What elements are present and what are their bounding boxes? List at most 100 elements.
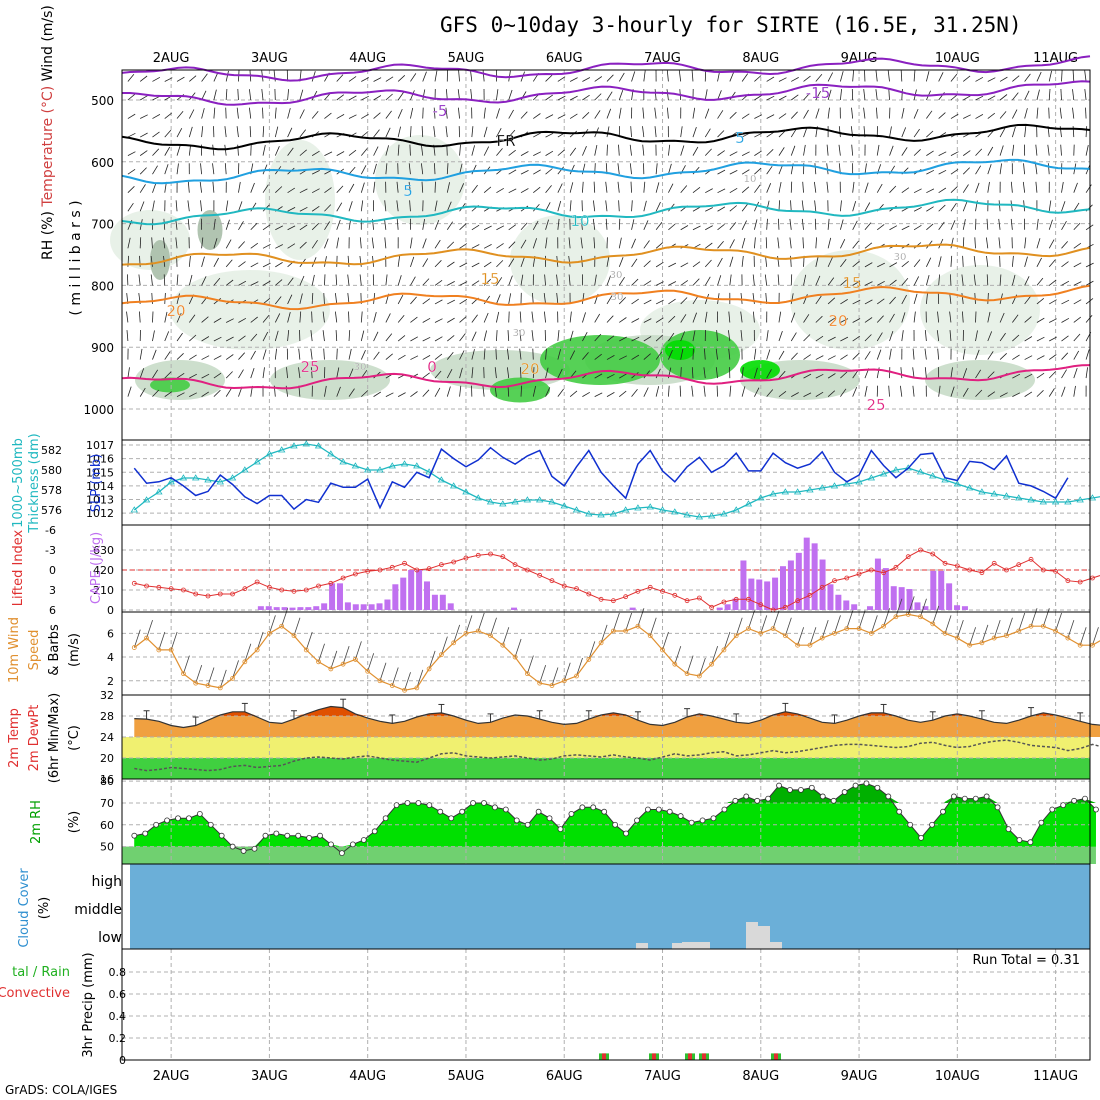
wind-barb [772, 610, 780, 629]
wind-barb [139, 167, 147, 175]
wind-barb [213, 238, 218, 249]
wind-barb [373, 391, 382, 397]
wind-barb [938, 385, 941, 397]
thickness-point [781, 488, 790, 495]
wind-barb [827, 390, 836, 397]
rh-point [404, 800, 411, 806]
wind-barb [606, 91, 613, 101]
wind-barb [545, 348, 547, 360]
rh-point [1038, 819, 1045, 826]
wind-barb [662, 631, 669, 651]
wind-barb [655, 334, 664, 342]
temp-tick: 24 [100, 731, 114, 744]
thickness-point [216, 478, 224, 485]
wind-point [537, 680, 543, 686]
wind-barb [446, 182, 450, 193]
wind-barb [876, 107, 878, 119]
wind-barb [287, 187, 296, 194]
wind-barb [950, 274, 952, 286]
wind-barb [127, 93, 136, 101]
wind-barb [483, 225, 492, 231]
rh-point [601, 808, 608, 815]
wind-point [1077, 642, 1083, 648]
wind-point [402, 687, 407, 693]
temperature-contour [121, 198, 1091, 226]
wind-barb [508, 149, 516, 156]
wind-barb [704, 128, 711, 138]
wind-barb [373, 331, 379, 342]
wind-barb [446, 163, 449, 175]
wind-barb [335, 330, 338, 342]
wind-barb [876, 332, 883, 342]
wind-barb [582, 112, 590, 119]
wind-barb [582, 181, 584, 193]
wind-barb [643, 353, 651, 360]
wind-barb [692, 225, 701, 231]
wind-barb [459, 243, 468, 249]
bottom-day-label: 2AUG [153, 1069, 190, 1084]
wind-barb [998, 200, 1001, 212]
rh-point [459, 808, 466, 815]
wind-barb [655, 299, 664, 305]
wind-barb [729, 222, 737, 231]
wind-barb [1067, 619, 1075, 639]
li-point [647, 584, 653, 590]
wind-barb [287, 89, 289, 101]
wind-barb [1006, 617, 1013, 636]
wind-barb [201, 73, 208, 82]
wind-barb [434, 260, 442, 268]
top-day-label: 7AUG [644, 51, 681, 66]
wind-barb [680, 126, 683, 138]
wind-barb [637, 608, 645, 627]
wind-barb [471, 331, 477, 342]
wind-barb [631, 298, 639, 305]
wind-barb [840, 354, 848, 360]
thickness-point [290, 442, 298, 449]
wind-barb [127, 151, 136, 156]
wind-barb [975, 148, 983, 156]
wind-point [696, 673, 702, 679]
wind-barb [324, 204, 332, 212]
wind-label1: 10m Wind [7, 617, 22, 683]
wind-barb [482, 70, 485, 82]
thickness-point [572, 506, 581, 513]
rh-point [470, 800, 476, 806]
wind-barb [987, 391, 996, 397]
wind-barb [600, 624, 608, 643]
wind-point [1040, 623, 1046, 629]
wind-barb [532, 386, 536, 397]
thickness-point [929, 472, 937, 479]
wind-barb [1061, 220, 1067, 230]
thickness-point [990, 490, 998, 497]
wind-barb [299, 311, 302, 323]
wind-barb [987, 292, 989, 304]
wind-barb [152, 349, 157, 360]
wind-barb [256, 631, 264, 651]
wind-barb [188, 144, 191, 156]
wind-barb [962, 348, 966, 360]
wind-barb [533, 186, 541, 194]
wind-barb [1024, 296, 1031, 305]
wind-barb [840, 318, 849, 323]
wind-barb [924, 330, 927, 342]
wind-barb [913, 128, 920, 138]
li-point [500, 554, 506, 560]
wind-barb [666, 70, 669, 82]
li-point [267, 584, 272, 590]
wind-barb [864, 242, 873, 249]
wind-barb [790, 332, 797, 342]
wind-barb [705, 242, 713, 249]
rh-point [929, 821, 935, 828]
wind-barb [631, 71, 636, 82]
wind-barb [888, 88, 890, 101]
wind-barb [913, 108, 919, 119]
wind-barb [310, 348, 313, 360]
wind-barb [138, 274, 141, 286]
thickness-point [1088, 494, 1097, 501]
wind-barb [324, 187, 332, 194]
rh-point [776, 782, 782, 789]
wind-barb [938, 187, 947, 194]
cape-bar [368, 604, 375, 610]
wind-barb [803, 144, 806, 156]
